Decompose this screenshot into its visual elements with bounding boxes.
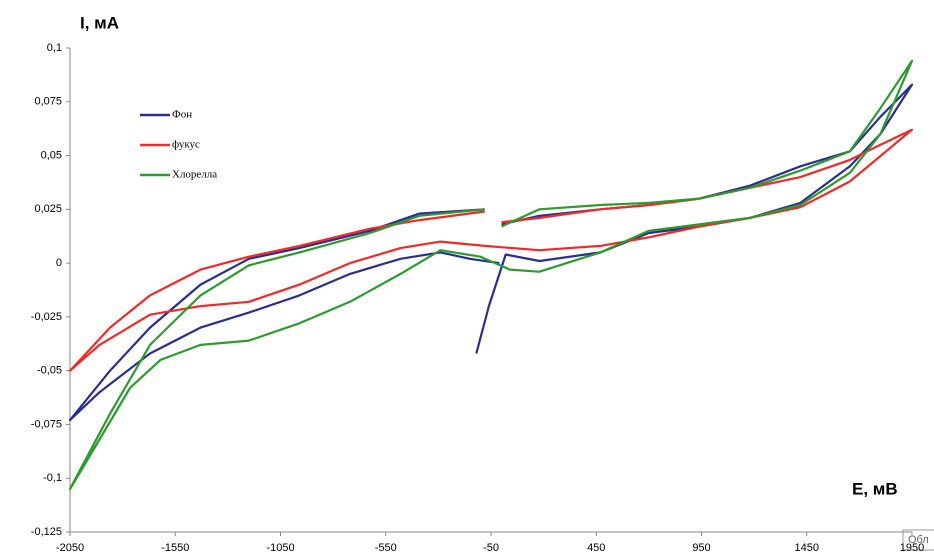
x-tick-label: 1950: [900, 542, 924, 554]
series-line: [68, 128, 914, 372]
series-line: [68, 59, 914, 491]
y-tick-label: 0,05: [41, 149, 62, 161]
legend-text: Хлорелла: [172, 169, 217, 181]
x-tick-label: 1450: [795, 542, 819, 554]
y-tick-label: -0,075: [31, 418, 62, 430]
x-tick-label: -1550: [161, 542, 189, 554]
x-tick-label: 450: [587, 542, 605, 554]
y-tick-label: -0,1: [43, 472, 62, 484]
x-tick-label: 950: [692, 542, 710, 554]
series-line: [68, 83, 914, 422]
y-tick-label: 0,075: [34, 96, 62, 108]
legend-text: фукус: [172, 139, 200, 151]
y-axis-title: I, мА: [80, 13, 119, 32]
y-tick-label: 0: [56, 257, 62, 269]
y-tick-label: -0,025: [31, 311, 62, 323]
x-tick-label: -1050: [266, 542, 294, 554]
y-tick-label: 0,025: [34, 203, 62, 215]
tooltip-box: [902, 529, 934, 551]
x-tick-label: -550: [375, 542, 397, 554]
tooltip-text: Обл: [908, 534, 929, 546]
y-tick-label: -0,05: [37, 365, 62, 377]
y-tick-label: 0,1: [47, 42, 62, 54]
x-tick-label: -50: [483, 542, 499, 554]
legend-text: Фон: [172, 109, 192, 121]
x-axis-title: E, мВ: [852, 479, 898, 498]
x-tick-label: -2050: [56, 542, 84, 554]
y-tick-label: -0,125: [31, 526, 62, 538]
